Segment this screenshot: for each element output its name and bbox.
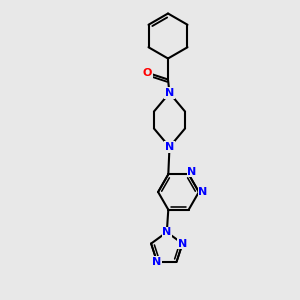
Text: N: N	[152, 257, 162, 267]
Text: N: N	[162, 227, 171, 237]
Text: N: N	[165, 88, 174, 98]
Text: N: N	[178, 238, 187, 249]
Text: N: N	[187, 167, 196, 177]
Text: N: N	[199, 187, 208, 197]
Text: N: N	[165, 142, 174, 152]
Text: O: O	[142, 68, 152, 78]
